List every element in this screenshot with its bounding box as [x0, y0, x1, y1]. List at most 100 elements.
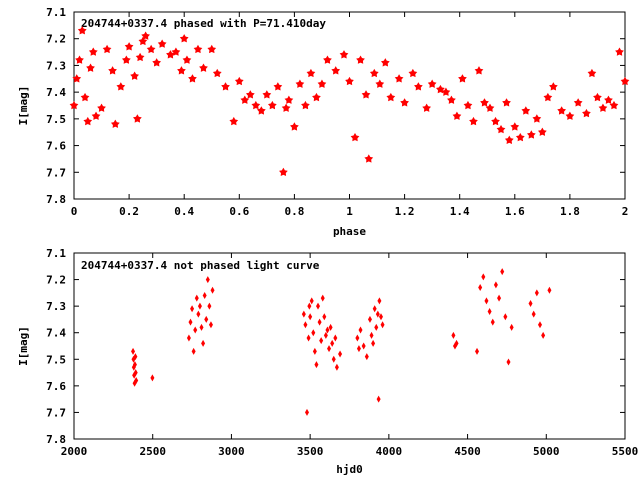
- data-point: [582, 108, 591, 118]
- data-point: [281, 103, 291, 112]
- data-point: [102, 44, 112, 54]
- data-point: [205, 276, 210, 284]
- data-point: [369, 68, 379, 78]
- data-point: [308, 313, 313, 321]
- x-axis-label: hjd0: [336, 463, 363, 476]
- x-tick-label: 0.8: [284, 205, 304, 218]
- data-point: [306, 334, 311, 342]
- data-point: [408, 68, 418, 78]
- y-tick-label: 7.4: [46, 327, 66, 340]
- x-tick-label: 0: [71, 205, 78, 218]
- data-point: [309, 297, 314, 305]
- data-point: [356, 55, 365, 64]
- data-point: [604, 95, 613, 104]
- data-point: [615, 47, 624, 56]
- x-tick-label: 4000: [376, 445, 403, 458]
- data-point: [251, 100, 261, 110]
- data-point: [229, 116, 239, 126]
- data-point: [312, 92, 321, 102]
- data-point: [481, 273, 486, 281]
- data-point: [328, 323, 333, 331]
- data-point: [537, 127, 547, 136]
- data-point: [132, 361, 137, 369]
- data-point: [506, 358, 511, 366]
- data-point: [327, 345, 332, 353]
- data-point: [380, 58, 390, 67]
- data-point: [110, 119, 120, 128]
- plot-title: 204744+0337.4 phased with P=71.410day: [81, 17, 326, 30]
- data-point: [475, 347, 480, 355]
- data-point: [83, 116, 93, 126]
- data-point: [204, 315, 209, 323]
- y-axis-label: I[mag]: [17, 86, 30, 126]
- data-point: [427, 79, 437, 88]
- data-point: [88, 47, 98, 56]
- data-point: [312, 347, 317, 355]
- data-point: [355, 334, 360, 342]
- data-point: [377, 297, 382, 305]
- data-point: [364, 154, 374, 163]
- data-point: [458, 74, 467, 83]
- data-point: [301, 100, 310, 110]
- data-point: [131, 347, 136, 355]
- data-point: [369, 331, 374, 339]
- data-point: [135, 52, 145, 62]
- data-point: [157, 39, 167, 48]
- data-point: [333, 334, 338, 342]
- data-point: [132, 114, 142, 123]
- data-point: [134, 377, 139, 385]
- data-point: [116, 82, 126, 91]
- data-point: [124, 42, 134, 51]
- data-point: [372, 305, 377, 313]
- x-tick-label: 5000: [533, 445, 560, 458]
- data-point: [541, 331, 546, 339]
- y-tick-label: 7.7: [46, 406, 66, 419]
- data-points: [69, 26, 630, 177]
- data-point: [234, 76, 244, 86]
- data-point: [322, 313, 327, 321]
- data-point: [317, 318, 322, 326]
- x-tick-label: 0.2: [119, 205, 139, 218]
- y-tick-label: 7.7: [46, 166, 66, 179]
- data-point: [210, 286, 215, 294]
- data-point: [303, 321, 308, 329]
- y-tick-label: 7.1: [46, 6, 66, 19]
- data-point: [152, 58, 162, 67]
- data-point: [496, 124, 506, 134]
- data-point: [197, 302, 202, 310]
- data-point: [190, 305, 195, 313]
- data-point: [316, 302, 321, 310]
- y-tick-label: 7.5: [46, 113, 66, 126]
- x-tick-label: 1.4: [450, 205, 470, 218]
- data-point: [212, 68, 222, 78]
- data-point: [380, 321, 385, 329]
- y-tick-label: 7.2: [46, 274, 66, 287]
- data-point: [69, 100, 79, 110]
- data-point: [414, 82, 423, 91]
- data-point: [193, 44, 203, 54]
- data-point: [314, 361, 319, 369]
- x-axis-label: phase: [333, 225, 366, 238]
- x-tick-label: 3000: [218, 445, 245, 458]
- y-tick-label: 7.8: [46, 433, 66, 446]
- data-point: [490, 318, 495, 326]
- data-point: [323, 55, 332, 64]
- data-point: [521, 106, 531, 115]
- x-tick-label: 2: [622, 205, 629, 218]
- data-point: [515, 132, 525, 142]
- data-point: [319, 337, 324, 345]
- data-point: [307, 302, 312, 310]
- data-point: [108, 66, 117, 75]
- data-point: [543, 92, 553, 102]
- data-point: [400, 98, 409, 107]
- data-point: [528, 299, 533, 307]
- data-point: [497, 294, 502, 302]
- data-point: [317, 79, 327, 88]
- data-point: [284, 95, 294, 104]
- data-point: [199, 323, 204, 331]
- plot-title: 204744+0337.4 not phased light curve: [81, 259, 320, 272]
- y-axis-label: I[mag]: [17, 326, 30, 366]
- plot-frame: [73, 11, 626, 200]
- data-point: [338, 350, 343, 358]
